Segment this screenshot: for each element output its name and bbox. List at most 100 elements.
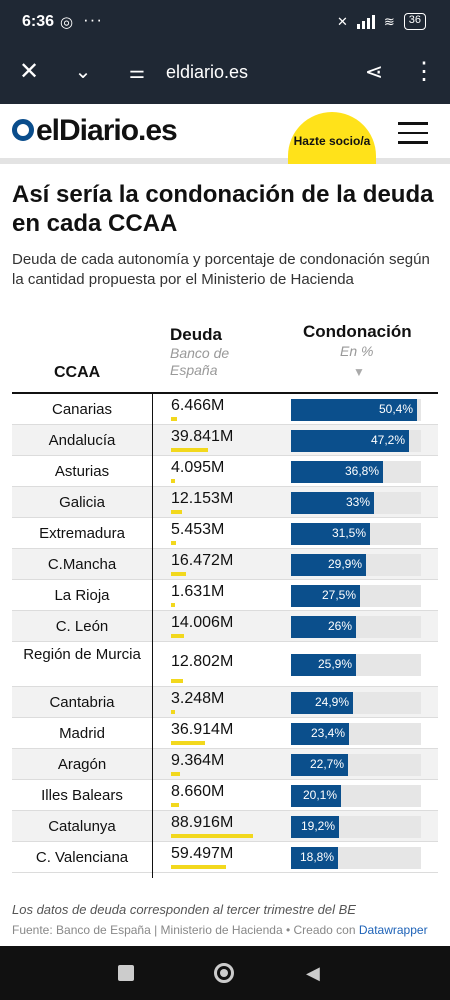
table-row: Canarias 6.466M 50,4% [12,394,438,425]
row-ccaa-name: Aragón [57,756,107,773]
row-condonacion-bar: 24,9% [291,692,353,714]
row-condonacion-pct: 25,9% [317,657,352,671]
row-condonacion-pct: 33% [345,495,370,509]
row-debt-value: 16.472M [171,552,234,569]
recents-icon[interactable] [112,959,140,987]
table-row: C. Valenciana 59.497M 18,8% [12,842,438,873]
system-nav-bar: ◀ [0,946,450,1000]
row-debt-bar [171,634,184,638]
wifi-icon: ≋ [383,13,395,29]
row-ccaa-name: C. Valenciana [35,849,129,866]
row-debt-value: 8.660M [171,783,225,800]
site-header: elDiario.es [0,104,450,164]
row-condonacion-track: 22,7% [291,754,421,776]
row-debt-value: 6.466M [171,397,225,414]
row-condonacion-pct: 20,1% [302,788,337,802]
row-condonacion-pct: 29,9% [327,557,362,571]
row-debt-value: 12.802M [171,653,234,670]
table-row: C.Mancha 16.472M 29,9% [12,549,438,580]
row-debt-bar [171,710,175,714]
site-logo[interactable]: elDiario.es [12,114,178,148]
row-debt-value: 9.364M [171,752,225,769]
row-condonacion-bar: 23,4% [291,723,349,745]
row-debt-bar [171,865,226,869]
home-icon[interactable] [210,959,238,987]
row-debt-value: 1.631M [171,583,225,600]
row-condonacion-track: 33% [291,492,421,514]
row-condonacion-bar: 25,9% [291,654,356,676]
article-title: Así sería la condonación de la deuda en … [12,181,434,237]
close-icon[interactable]: ✕ [18,58,40,85]
row-condonacion-track: 27,5% [291,585,421,607]
row-condonacion-pct: 23,4% [310,726,345,740]
table-row: La Rioja 1.631M 27,5% [12,580,438,611]
datawrapper-link[interactable]: Datawrapper [358,923,428,937]
row-condonacion-bar: 19,2% [291,816,339,838]
table-row: Cantabria 3.248M 24,9% [12,687,438,718]
row-debt-value: 39.841M [171,428,234,445]
row-debt-bar [171,834,253,838]
row-debt-bar [171,772,180,776]
browser-toolbar: ✕ ⌄ ⚌ eldiario.es ⋖ ⋮ [0,44,450,104]
row-condonacion-bar: 33% [291,492,374,514]
row-condonacion-track: 23,4% [291,723,421,745]
row-debt-value: 5.453M [171,521,225,538]
row-condonacion-track: 25,9% [291,654,421,676]
url-text[interactable]: eldiario.es [166,62,249,82]
table-row: Catalunya 88.916M 19,2% [12,811,438,842]
header-condonacion[interactable]: Condonación [303,322,412,341]
clock: 6:36 [22,13,55,30]
row-condonacion-bar: 36,8% [291,461,383,483]
browser-chrome: 6:36 ◎ ··· ✕ ≋ 36 ✕ ⌄ ⚌ eldiario.es ⋖ ⋮ [0,0,450,104]
header-deuda-source: Banco de España [170,345,230,378]
row-debt-value: 88.916M [171,814,234,831]
chevron-down-icon[interactable]: ⌄ [74,61,92,83]
header-deuda[interactable]: Deuda [170,325,222,344]
row-condonacion-bar: 22,7% [291,754,348,776]
row-ccaa-name: Cantabria [49,694,115,711]
row-ccaa-name: La Rioja [54,587,110,604]
hamburger-menu-icon[interactable] [398,122,428,151]
row-condonacion-bar: 29,9% [291,554,366,576]
site-settings-icon[interactable]: ⚌ [128,62,146,82]
mute-icon: ✕ [336,13,348,29]
back-icon[interactable]: ◀ [306,963,320,983]
article-subtitle: Deuda de cada autonomía y porcentaje de … [12,251,430,288]
table-row: Aragón 9.364M 22,7% [12,749,438,780]
row-condonacion-pct: 22,7% [309,757,344,771]
row-debt-bar [171,417,177,421]
row-condonacion-pct: 26% [327,619,352,633]
logo-o-icon [12,119,34,141]
row-ccaa-name: Región de Murcia [23,646,141,663]
header-ccaa[interactable]: CCAA [54,364,101,381]
table-row: Región de Murcia 12.802M 25,9% [12,642,438,687]
row-debt-bar [171,603,175,607]
row-condonacion-pct: 36,8% [344,464,379,478]
row-debt-bar [171,741,205,745]
row-ccaa-name: Madrid [59,725,105,742]
signal-icon [356,14,375,29]
row-condonacion-pct: 27,5% [321,588,356,602]
header-condonacion-unit: En % [340,343,374,359]
row-condonacion-bar: 50,4% [291,399,417,421]
table-row: Extremadura 5.453M 31,5% [12,518,438,549]
row-debt-value: 12.153M [171,490,234,507]
overflow-menu-icon[interactable]: ⋮ [412,58,436,85]
row-condonacion-track: 29,9% [291,554,421,576]
row-ccaa-name: Catalunya [48,818,116,835]
sort-arrow-icon[interactable]: ▼ [353,365,365,379]
row-debt-value: 14.006M [171,614,234,631]
row-debt-value: 59.497M [171,845,234,862]
row-condonacion-bar: 20,1% [291,785,341,807]
row-condonacion-track: 20,1% [291,785,421,807]
row-ccaa-name: Asturias [54,463,110,480]
row-debt-value: 3.248M [171,690,225,707]
row-condonacion-pct: 47,2% [370,433,405,447]
row-debt-bar [171,479,175,483]
table-row: Asturias 4.095M 36,8% [12,456,438,487]
row-condonacion-track: 36,8% [291,461,421,483]
share-icon[interactable]: ⋖ [364,59,384,84]
more-notifications-icon: ··· [83,10,103,29]
row-condonacion-track: 50,4% [291,399,421,421]
debt-table: Canarias 6.466M 50,4% Andalucía 39.841M 47,2%… [12,392,438,873]
